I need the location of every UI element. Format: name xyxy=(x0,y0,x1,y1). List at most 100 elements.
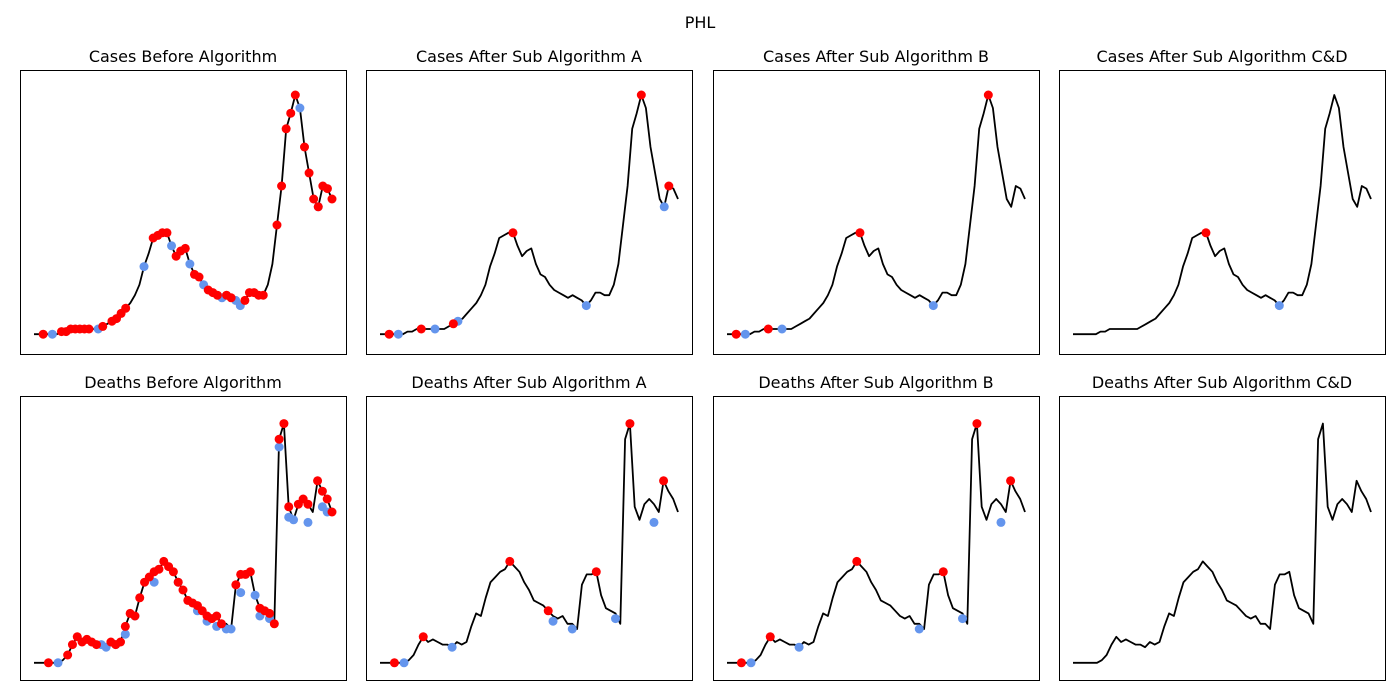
peak-point xyxy=(855,228,865,238)
subplot-4: Cases After Sub Algorithm C&D xyxy=(1059,47,1386,355)
peak-point xyxy=(162,228,172,238)
peak-point xyxy=(63,650,73,660)
subplot-5: Deaths Before Algorithm xyxy=(20,373,347,681)
peak-point xyxy=(327,507,337,517)
trough-point xyxy=(393,329,403,339)
trough-point xyxy=(777,324,787,334)
peak-point xyxy=(327,194,337,204)
peak-point xyxy=(543,606,553,616)
peak-point xyxy=(274,434,284,444)
trough-point xyxy=(399,658,409,668)
peak-point xyxy=(180,243,190,253)
peak-point xyxy=(309,194,319,204)
series-line xyxy=(727,422,1026,664)
trough-point xyxy=(295,103,305,113)
peak-point xyxy=(212,290,222,300)
peak-point xyxy=(43,658,53,668)
peak-point xyxy=(317,486,327,496)
axes-frame xyxy=(1059,396,1386,681)
series-line xyxy=(380,94,679,336)
peak-point xyxy=(505,556,515,566)
peak-point xyxy=(120,621,130,631)
peak-point xyxy=(389,658,399,668)
axes-frame xyxy=(366,70,693,355)
peak-point xyxy=(1006,476,1016,486)
axes-frame xyxy=(713,396,1040,681)
subplot-title: Cases After Sub Algorithm B xyxy=(763,47,989,66)
series-line xyxy=(34,422,333,664)
peak-point xyxy=(313,476,323,486)
axes-frame xyxy=(20,396,347,681)
peak-point xyxy=(154,564,164,574)
peak-point xyxy=(245,567,255,577)
peak-point xyxy=(304,168,314,178)
peak-point xyxy=(216,619,226,629)
trough-point xyxy=(274,442,284,452)
peak-point xyxy=(269,619,279,629)
axes-frame xyxy=(366,396,693,681)
peak-point xyxy=(591,567,601,577)
peak-point xyxy=(313,202,323,212)
trough-point xyxy=(430,324,440,334)
trough-point xyxy=(581,301,591,311)
subplot-title: Deaths After Sub Algorithm A xyxy=(411,373,646,392)
peak-point xyxy=(286,108,296,118)
trough-point xyxy=(548,616,558,626)
axes-frame xyxy=(713,70,1040,355)
peak-point xyxy=(938,567,948,577)
subplot-1: Cases Before Algorithm xyxy=(20,47,347,355)
peak-point xyxy=(212,611,222,621)
subplot-2: Cases After Sub Algorithm A xyxy=(366,47,693,355)
trough-point xyxy=(958,614,968,624)
peak-point xyxy=(279,419,289,429)
peak-point xyxy=(384,329,394,339)
trough-point xyxy=(250,590,260,600)
peak-point xyxy=(763,324,773,334)
peak-point xyxy=(659,476,669,486)
subplot-title: Cases After Sub Algorithm C&D xyxy=(1096,47,1347,66)
subplot-title: Cases Before Algorithm xyxy=(89,47,277,66)
trough-point xyxy=(794,642,804,652)
subplot-grid: Cases Before Algorithm Cases After Sub Al… xyxy=(20,47,1386,681)
peak-point xyxy=(130,611,140,621)
trough-point xyxy=(120,629,130,639)
series-line xyxy=(1073,94,1372,336)
trough-point xyxy=(53,658,63,668)
peak-point xyxy=(231,580,241,590)
peak-point xyxy=(194,272,204,282)
series-line xyxy=(727,94,1026,336)
trough-point xyxy=(567,624,577,634)
series-line xyxy=(380,422,679,664)
peak-point xyxy=(299,142,309,152)
peak-point xyxy=(972,419,982,429)
peak-point xyxy=(416,324,426,334)
peak-point xyxy=(322,494,332,504)
peak-point xyxy=(448,319,458,329)
subplot-title: Deaths Before Algorithm xyxy=(84,373,282,392)
subplot-title: Deaths After Sub Algorithm C&D xyxy=(1092,373,1352,392)
peak-point xyxy=(303,499,313,509)
peak-point xyxy=(765,632,775,642)
trough-point xyxy=(996,517,1006,527)
trough-point xyxy=(185,259,195,269)
trough-point xyxy=(1274,301,1284,311)
peak-point xyxy=(178,585,188,595)
subplot-title: Cases After Sub Algorithm A xyxy=(416,47,642,66)
axes-frame xyxy=(20,70,347,355)
peak-point xyxy=(121,303,131,313)
trough-point xyxy=(236,588,246,598)
peak-point xyxy=(258,290,268,300)
trough-point xyxy=(611,614,621,624)
peak-point xyxy=(731,329,741,339)
subplot-3: Cases After Sub Algorithm B xyxy=(713,47,1040,355)
trough-point xyxy=(928,301,938,311)
trough-point xyxy=(167,241,177,251)
trough-point xyxy=(914,624,924,634)
subplot-6: Deaths After Sub Algorithm A xyxy=(366,373,693,681)
peak-point xyxy=(664,181,674,191)
subplot-8: Deaths After Sub Algorithm C&D xyxy=(1059,373,1386,681)
peak-point xyxy=(290,90,300,100)
trough-point xyxy=(447,642,457,652)
subplot-title: Deaths After Sub Algorithm B xyxy=(758,373,993,392)
